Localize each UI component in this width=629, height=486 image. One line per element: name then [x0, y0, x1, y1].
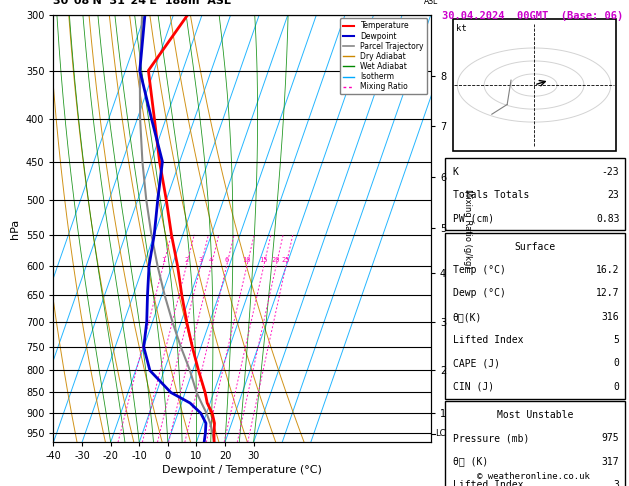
Text: Most Unstable: Most Unstable	[497, 410, 573, 420]
Text: 3: 3	[613, 480, 620, 486]
Text: 317: 317	[602, 457, 620, 467]
Text: 0: 0	[613, 382, 620, 392]
Text: PW (cm): PW (cm)	[452, 214, 494, 224]
Text: 23: 23	[608, 191, 620, 200]
Bar	[452, 19, 616, 151]
Text: -23: -23	[602, 167, 620, 177]
Text: 16.2: 16.2	[596, 265, 620, 275]
Text: 3: 3	[199, 257, 203, 262]
Text: θᴄ(K): θᴄ(K)	[452, 312, 482, 322]
Bar	[445, 233, 625, 399]
Text: 5: 5	[613, 335, 620, 345]
Text: Dewp (°C): Dewp (°C)	[452, 289, 505, 298]
Text: 4: 4	[209, 257, 213, 262]
Bar	[445, 158, 625, 230]
Text: 6: 6	[225, 257, 229, 262]
Text: 316: 316	[602, 312, 620, 322]
Text: θᴄ (K): θᴄ (K)	[452, 457, 487, 467]
Text: Lifted Index: Lifted Index	[452, 480, 523, 486]
Text: Surface: Surface	[515, 242, 555, 252]
Text: K: K	[452, 167, 459, 177]
Text: © weatheronline.co.uk: © weatheronline.co.uk	[477, 472, 589, 481]
Text: CIN (J): CIN (J)	[452, 382, 494, 392]
Text: Lifted Index: Lifted Index	[452, 335, 523, 345]
Text: 0.83: 0.83	[596, 214, 620, 224]
Text: kt: kt	[457, 24, 467, 34]
Y-axis label: hPa: hPa	[10, 218, 20, 239]
Text: Pressure (mb): Pressure (mb)	[452, 434, 529, 443]
Text: 1: 1	[161, 257, 165, 262]
Text: 30.04.2024  00GMT  (Base: 06): 30.04.2024 00GMT (Base: 06)	[442, 11, 624, 21]
Text: LCL: LCL	[435, 429, 450, 438]
Text: 30°08'N  31°24'E  188m  ASL: 30°08'N 31°24'E 188m ASL	[53, 0, 231, 6]
X-axis label: Dewpoint / Temperature (°C): Dewpoint / Temperature (°C)	[162, 466, 322, 475]
Text: 15: 15	[260, 257, 268, 262]
Text: 2: 2	[184, 257, 189, 262]
Text: Temp (°C): Temp (°C)	[452, 265, 505, 275]
Text: 20: 20	[272, 257, 281, 262]
Text: 975: 975	[602, 434, 620, 443]
Text: 12.7: 12.7	[596, 289, 620, 298]
Y-axis label: Mixing Ratio (g/kg): Mixing Ratio (g/kg)	[463, 189, 472, 268]
Legend: Temperature, Dewpoint, Parcel Trajectory, Dry Adiabat, Wet Adiabat, Isotherm, Mi: Temperature, Dewpoint, Parcel Trajectory…	[340, 18, 427, 94]
Bar	[445, 401, 625, 486]
Text: 0: 0	[613, 359, 620, 368]
Text: 25: 25	[282, 257, 290, 262]
Text: km
ASL: km ASL	[424, 0, 438, 6]
Text: Totals Totals: Totals Totals	[452, 191, 529, 200]
Text: 10: 10	[243, 257, 251, 262]
Text: CAPE (J): CAPE (J)	[452, 359, 499, 368]
